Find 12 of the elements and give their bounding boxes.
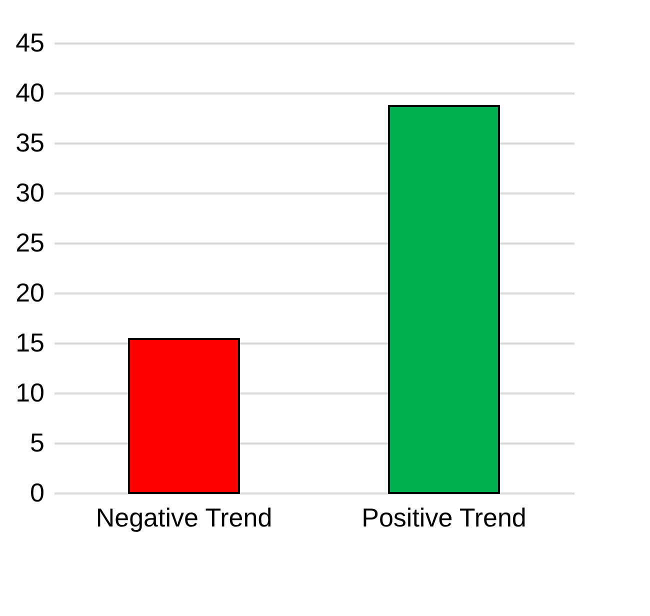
y-tick-label: 20 <box>16 278 44 308</box>
x-tick-label: Positive Trend <box>362 502 526 532</box>
y-tick-label: 35 <box>16 128 44 158</box>
y-tick-label: 0 <box>30 478 44 508</box>
y-tick-label: 40 <box>16 78 44 108</box>
y-tick-label: 10 <box>16 378 44 408</box>
y-tick-label: 45 <box>16 28 44 58</box>
y-tick-label: 5 <box>30 428 44 458</box>
y-tick-label: 15 <box>16 328 44 358</box>
y-tick-label: 30 <box>16 178 44 208</box>
y-tick-label: 25 <box>16 228 44 258</box>
x-tick-label: Negative Trend <box>96 502 272 532</box>
